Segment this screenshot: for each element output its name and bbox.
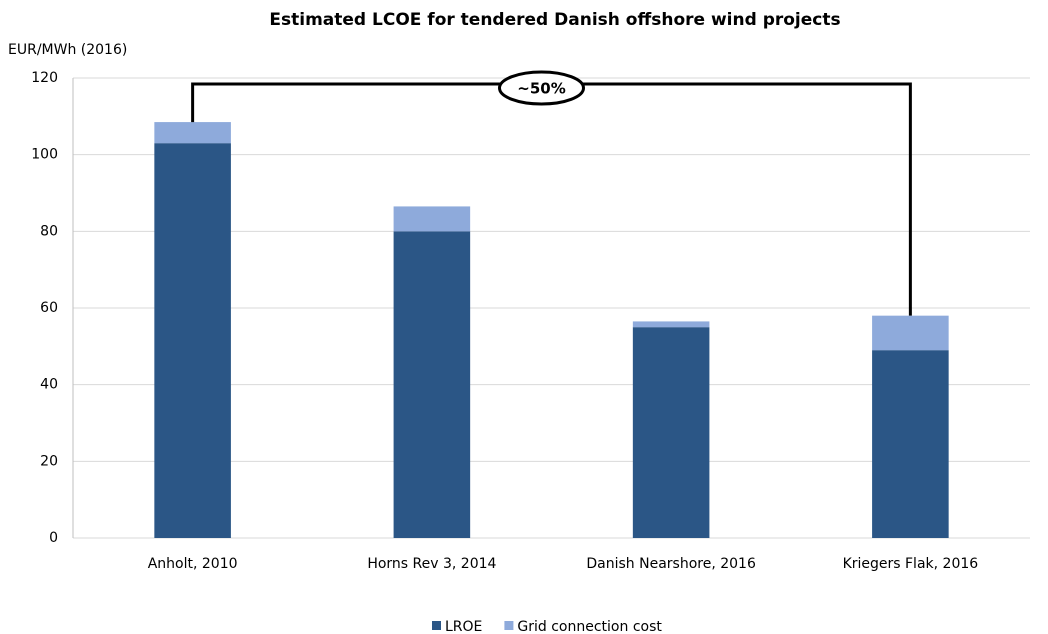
bar-segment	[154, 143, 231, 538]
y-axis-label: EUR/MWh (2016)	[8, 42, 127, 58]
y-tick-label: 20	[40, 453, 58, 469]
bar-segment	[632, 321, 710, 328]
y-tick-label: 60	[40, 300, 58, 316]
y-tick-label: 40	[40, 377, 58, 393]
chart-title: Estimated LCOE for tendered Danish offsh…	[269, 10, 840, 30]
annotation-oval	[498, 70, 585, 106]
legend-swatch	[432, 621, 441, 630]
x-tick-label: Kriegers Flak, 2016	[843, 556, 979, 572]
bar-segment	[872, 315, 949, 351]
y-tick-label: 120	[31, 70, 58, 86]
legend-swatch	[504, 621, 514, 630]
bar-segment	[393, 206, 471, 232]
bar-segment	[872, 350, 949, 538]
y-tick-label: 100	[31, 147, 58, 163]
bar-segment	[393, 231, 471, 539]
legend-label: Grid connection cost	[517, 619, 662, 634]
annotation-bracket	[191, 82, 912, 316]
x-tick-label: Danish Nearshore, 2016	[586, 556, 756, 572]
y-tick-label: 80	[40, 223, 58, 239]
x-tick-label: Horns Rev 3, 2014	[367, 556, 496, 572]
legend-label: LROE	[445, 619, 482, 634]
bar-segment	[632, 327, 710, 538]
annotation-text: ~50%	[517, 80, 565, 98]
y-tick-label: 0	[49, 530, 58, 546]
x-tick-label: Anholt, 2010	[148, 556, 238, 572]
bar-segment	[154, 122, 231, 144]
